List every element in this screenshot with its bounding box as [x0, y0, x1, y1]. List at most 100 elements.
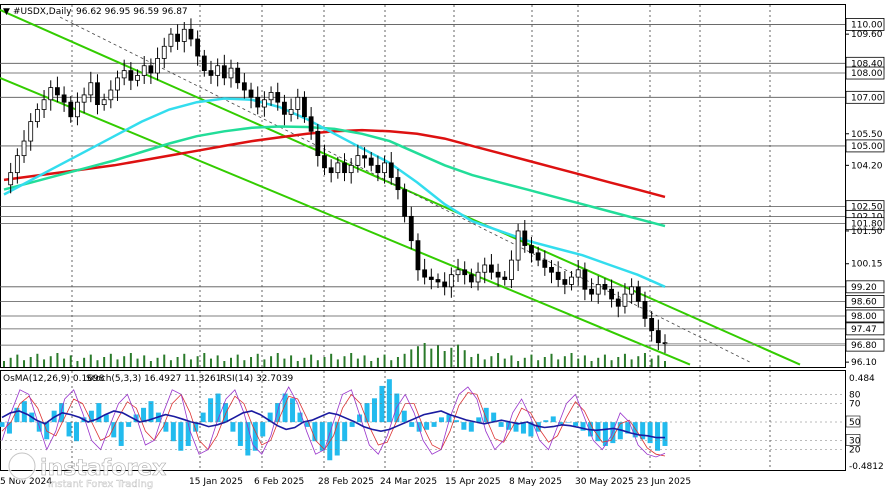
candle-body [455, 269, 461, 276]
osma-bar [662, 422, 668, 446]
candle-body [88, 82, 94, 96]
osma-bar [133, 414, 139, 423]
candle-body [255, 96, 261, 108]
osma-bar [14, 407, 20, 423]
osma-bar [252, 422, 258, 451]
osma-bar [573, 422, 579, 426]
candle-body [482, 264, 488, 273]
price-tick-label: 99.20 [851, 283, 877, 293]
stoch-level-box [845, 434, 861, 446]
candle-body [215, 65, 221, 76]
candle-body [175, 33, 180, 42]
candle-body [435, 279, 441, 283]
candle-body [322, 155, 327, 169]
candle-body [622, 293, 628, 307]
chart-header-symbol: #USDX,Daily [13, 7, 72, 17]
osma-bar [185, 422, 191, 446]
time-tick-label: 5 Nov 2024 [0, 477, 52, 487]
candle-body [248, 89, 254, 98]
candle-body [502, 276, 508, 280]
time-tick-label: 8 May 2025 [509, 477, 562, 487]
candle-body [268, 92, 274, 101]
moving-average-line [3, 128, 666, 199]
candle-body [555, 271, 561, 280]
osma-bar [431, 422, 437, 427]
candle-body [68, 101, 74, 118]
osma-bar [625, 422, 631, 434]
osma-bar [558, 422, 564, 425]
stoch-level-box [845, 415, 861, 428]
candle-body [402, 189, 408, 217]
candle-body [375, 164, 381, 174]
logo-tagline: Instant Forex Trading [48, 479, 153, 490]
osma-bar [439, 417, 445, 423]
collapse-arrow-icon[interactable]: ▼ [3, 7, 10, 17]
time-tick-label: 15 Apr 2025 [445, 477, 501, 487]
price-level-box [845, 322, 885, 336]
osma-bar [21, 401, 27, 423]
osma-bar [409, 422, 415, 427]
osma-bar [260, 422, 266, 437]
candle-body [408, 215, 414, 242]
candle-body [495, 271, 501, 278]
osma-label: OsMA(12,26,9) 0.1698 [3, 374, 105, 384]
time-axis: 5 Nov 2024 15 Jan 2025 6 Feb 2025 28 Feb 20… [0, 477, 691, 487]
price-tick-label: 96.80 [851, 341, 877, 351]
stoch-signal-line [1, 392, 666, 457]
candle-body [629, 286, 635, 295]
channel-lower-line [0, 76, 691, 366]
osma-bar [491, 412, 497, 423]
osma-bar [290, 398, 296, 423]
candle-body [302, 96, 307, 118]
logo-text: instaforex [40, 456, 166, 481]
stoch-level-label: 50 [849, 418, 861, 428]
candle-body [21, 140, 27, 157]
osma-bar [513, 422, 519, 432]
osma-bar [0, 422, 5, 427]
candle-body [602, 283, 608, 290]
candle-body [362, 155, 367, 159]
candle-body [75, 101, 80, 118]
stoch-level-label: 30 [849, 436, 861, 446]
time-tick-label: 15 Jan 2025 [189, 477, 243, 487]
candle-body [148, 65, 154, 74]
price-tick-label: 108.00 [851, 69, 883, 79]
osma-bar [357, 414, 363, 423]
candle-body [81, 94, 87, 103]
osma-bar [364, 403, 370, 423]
osma-bar [483, 407, 489, 423]
candle-body [201, 55, 207, 71]
osma-bar [453, 420, 459, 423]
candle-body [315, 130, 321, 157]
osma-bar [498, 422, 504, 427]
moving-averages [3, 97, 666, 288]
osma-bar [304, 422, 310, 427]
rsi-label: RSI(14) 32.7039 [220, 374, 293, 384]
candle-body [529, 245, 534, 254]
price-tick-label: 98.00 [851, 312, 877, 322]
candle-body [108, 89, 114, 101]
osma-bar [200, 412, 206, 423]
candle-body [642, 301, 648, 319]
candle-body [542, 259, 548, 268]
chart-header-ohlc: 96.62 96.95 96.59 96.87 [76, 7, 188, 17]
candle-body [655, 330, 661, 344]
osma-bar [66, 422, 72, 437]
candle-body [208, 70, 214, 76]
moving-average-line [3, 125, 666, 228]
stoch-label: Stoch(5,3,3) 16.4927 11.3261 [86, 374, 221, 384]
osma-bar [349, 422, 355, 427]
candle-body [575, 269, 581, 278]
candle-body [462, 269, 468, 276]
osma-min-label: -0.4812 [849, 462, 884, 472]
moving-average-line [3, 97, 666, 288]
stoch-level-label: 80 [849, 390, 861, 400]
candle-body [34, 109, 40, 123]
candle-body [221, 65, 227, 79]
osma-bar [230, 422, 236, 432]
osma-bar [297, 412, 303, 423]
candle-body [48, 87, 54, 101]
